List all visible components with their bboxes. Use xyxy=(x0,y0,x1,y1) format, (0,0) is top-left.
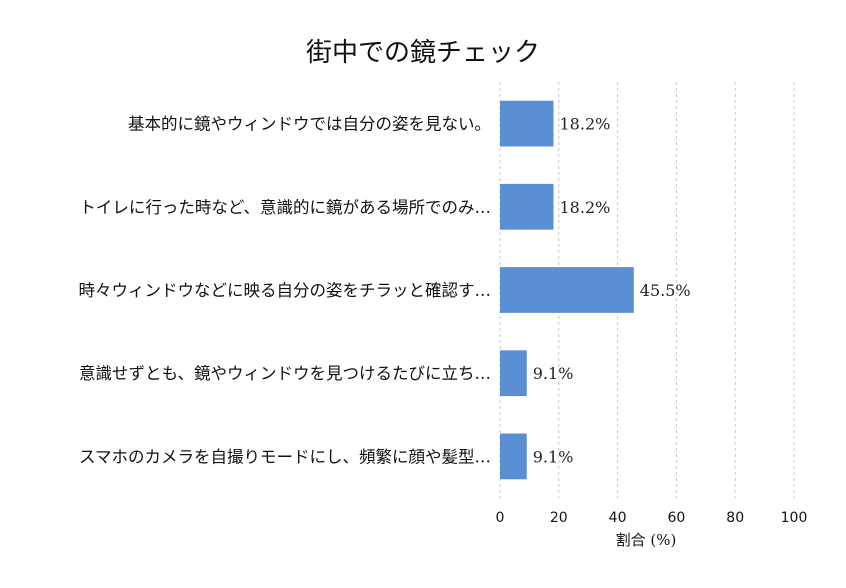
x-tick-label: 20 xyxy=(550,510,568,526)
x-tick-label: 40 xyxy=(609,510,627,526)
category-labels: 基本的に鏡やウィンドウでは自分の姿を見ない。トイレに行った時など、意識的に鏡があ… xyxy=(79,115,492,467)
category-label: トイレに行った時など、意識的に鏡がある場所でのみ… xyxy=(79,198,491,217)
x-tick-label: 100 xyxy=(781,510,808,526)
category-label: 意識せずとも、鏡やウィンドウを見つけるたびに立ち… xyxy=(79,364,491,383)
category-label: 基本的に鏡やウィンドウでは自分の姿を見ない。 xyxy=(128,115,491,134)
x-tick-label: 0 xyxy=(496,510,505,526)
bar xyxy=(500,350,527,397)
data-label: 18.2% xyxy=(560,115,611,134)
bar xyxy=(500,100,554,147)
bar xyxy=(500,183,554,230)
bars xyxy=(500,100,634,480)
x-tick-label: 60 xyxy=(667,510,685,526)
x-tick-labels: 0 20 40 60 80 100 xyxy=(496,510,808,526)
x-tick-label: 80 xyxy=(726,510,744,526)
data-label: 9.1% xyxy=(533,364,574,383)
category-label: 時々ウィンドウなどに映る自分の姿をチラッと確認す… xyxy=(79,281,492,300)
chart-title: 街中での鏡チェック xyxy=(306,38,540,68)
data-label: 18.2% xyxy=(560,198,611,217)
bar xyxy=(500,267,634,313)
x-axis-label: 割合 (%) xyxy=(616,531,677,549)
data-label: 45.5% xyxy=(640,281,691,300)
category-label: スマホのカメラを自撮りモードにし、頻繁に顔や髪型… xyxy=(79,447,491,466)
bar xyxy=(500,433,527,480)
data-labels: 18.2% 18.2% 45.5% 9.1% 9.1% xyxy=(533,115,691,467)
data-label: 9.1% xyxy=(533,447,574,466)
